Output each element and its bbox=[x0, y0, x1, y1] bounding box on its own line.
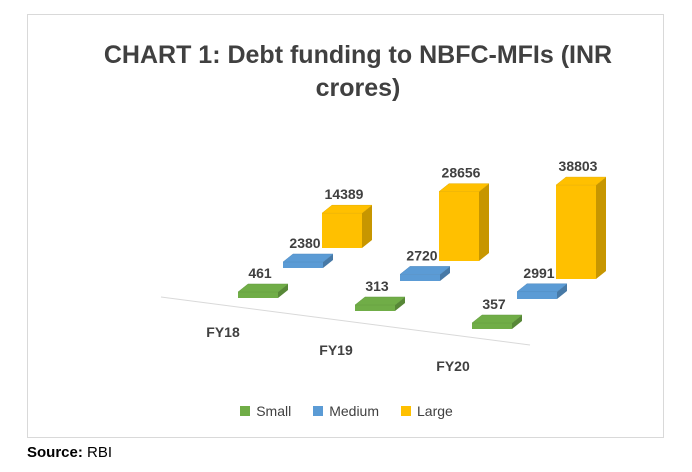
bar-large-fy18 bbox=[321, 204, 373, 248]
data-label-small-fy19: 313 bbox=[365, 278, 389, 294]
x-tick-label: FY20 bbox=[436, 358, 470, 374]
x-tick-label: FY19 bbox=[319, 342, 353, 358]
chart-frame: CHART 1: Debt funding to NBFC-MFIs (INR … bbox=[27, 14, 664, 438]
data-label-medium-fy18: 2380 bbox=[289, 235, 320, 251]
chart-title: CHART 1: Debt funding to NBFC-MFIs (INR … bbox=[103, 41, 613, 102]
floor-line bbox=[160, 296, 531, 346]
source-note: Source: RBI bbox=[27, 444, 112, 461]
legend-label: Large bbox=[417, 403, 453, 419]
legend-swatch bbox=[313, 406, 324, 416]
data-label-small-fy18: 461 bbox=[248, 265, 272, 281]
data-label-medium-fy20: 2991 bbox=[523, 265, 554, 281]
legend-swatch bbox=[240, 406, 251, 416]
bar-small-fy19 bbox=[354, 296, 406, 311]
bar-small-fy20 bbox=[471, 314, 523, 329]
bar-medium-fy20 bbox=[516, 283, 568, 299]
data-label-medium-fy19: 2720 bbox=[406, 247, 437, 263]
x-tick-label: FY18 bbox=[206, 324, 240, 340]
legend-label: Small bbox=[256, 403, 292, 419]
source-value: RBI bbox=[87, 444, 113, 461]
bar-medium-fy19 bbox=[399, 266, 451, 281]
legend-swatch bbox=[401, 406, 411, 416]
data-label-large-fy19: 28656 bbox=[442, 165, 481, 181]
chart-legend: Small Medium Large bbox=[28, 403, 665, 419]
data-label-large-fy20: 38803 bbox=[559, 158, 598, 174]
bar-large-fy20 bbox=[555, 176, 607, 279]
bar-small-fy18 bbox=[237, 283, 289, 298]
data-label-large-fy18: 14389 bbox=[325, 186, 364, 202]
legend-item-large: Large bbox=[401, 403, 453, 419]
source-label: Source: bbox=[27, 444, 83, 461]
legend-label: Medium bbox=[329, 403, 379, 419]
chart-plot: 14389 28656 38803 2380 2720 2991 461 313 357 FY1… bbox=[160, 158, 607, 374]
data-label-small-fy20: 357 bbox=[482, 296, 506, 312]
bar-large-fy19 bbox=[438, 183, 490, 261]
legend-item-medium: Medium bbox=[313, 403, 379, 419]
bar-medium-fy18 bbox=[282, 253, 334, 268]
legend-item-small: Small bbox=[240, 403, 291, 419]
